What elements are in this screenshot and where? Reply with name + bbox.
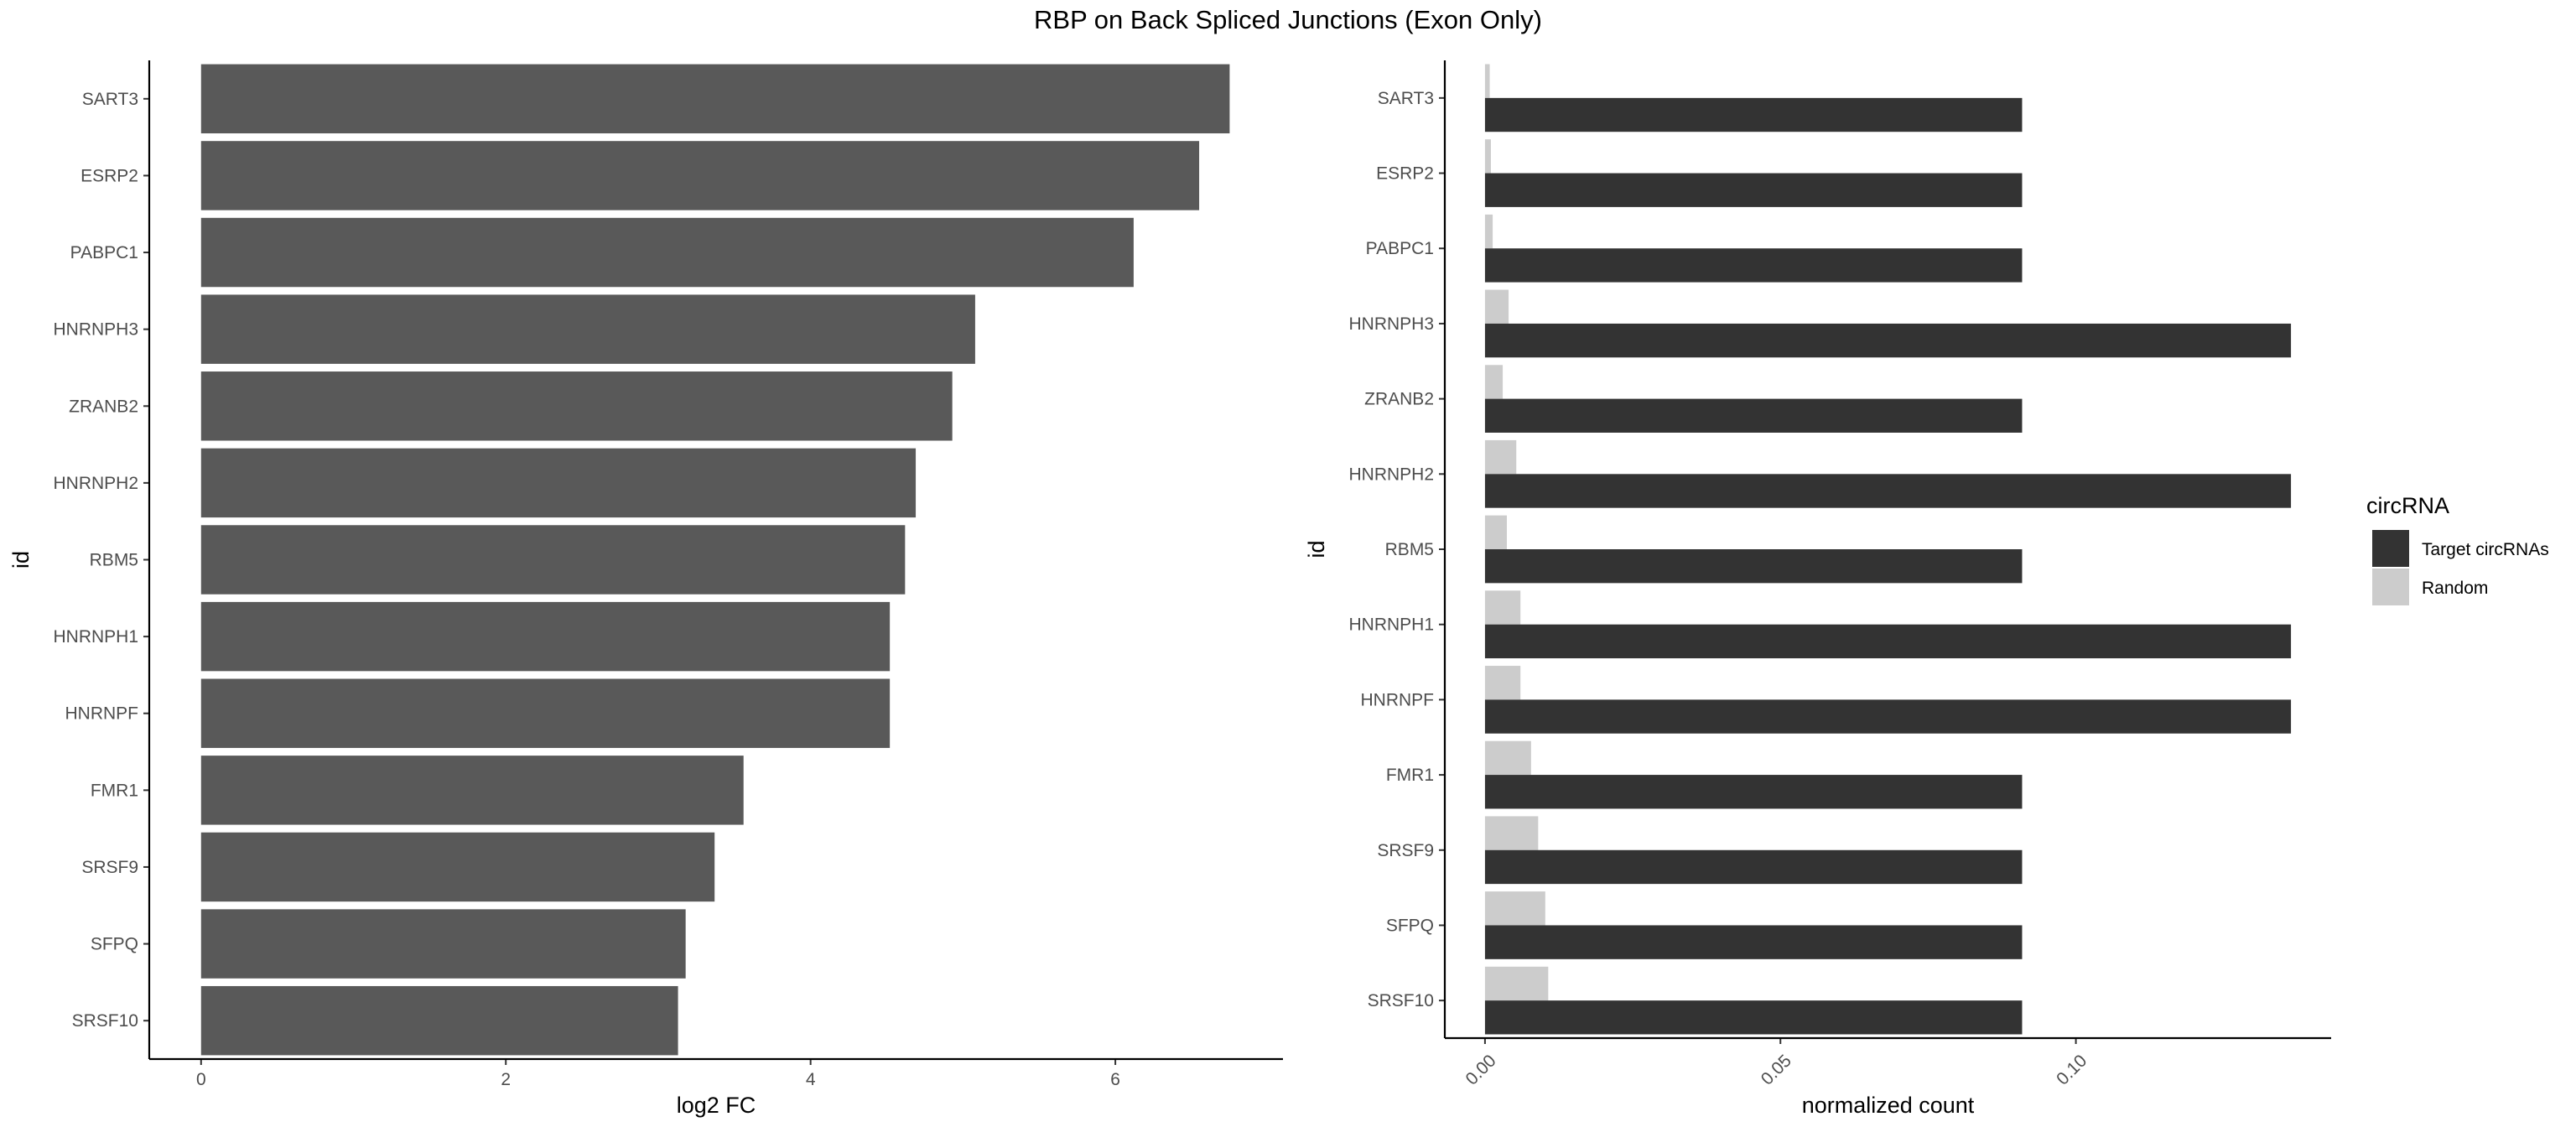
bar-random-srsf9 bbox=[1484, 816, 1539, 850]
left-x-tick-label: 6 bbox=[1110, 1070, 1120, 1089]
bar-target-fmr1 bbox=[1484, 775, 2023, 809]
bar-random-hnrnpf bbox=[1484, 666, 1521, 700]
right-y-tick-label: ZRANB2 bbox=[1364, 390, 1434, 409]
bar-sart3 bbox=[200, 64, 1230, 134]
bar-target-hnrnpf bbox=[1484, 699, 2292, 734]
left-y-tick-label: SFPQ bbox=[91, 935, 138, 954]
bar-random-rbm5 bbox=[1484, 515, 1507, 549]
bar-target-srsf10 bbox=[1484, 1000, 2023, 1035]
right-y-tick-label: RBM5 bbox=[1385, 540, 1434, 559]
bar-target-hnrnph1 bbox=[1484, 624, 2292, 659]
legend-label-target-circrnas: Target circRNAs bbox=[2422, 540, 2549, 559]
bar-random-hnrnph2 bbox=[1484, 439, 1517, 475]
right-panel: SART3 ESRP2 PABPC1 HNRNPH3 ZRANB2 HNRNPH2 RBM5… bbox=[1304, 60, 2331, 1118]
right-y-tick-label: PABPC1 bbox=[1366, 239, 1434, 258]
right-y-tick-label: ESRP2 bbox=[1376, 164, 1434, 184]
right-x-ticks: 0.00 0.05 0.10 bbox=[1462, 1038, 2090, 1089]
bar-random-sart3 bbox=[1484, 64, 1490, 98]
left-y-tick-label: SART3 bbox=[82, 90, 138, 109]
right-y-tick-label: SFPQ bbox=[1386, 916, 1434, 935]
left-y-tick-label: RBM5 bbox=[90, 551, 138, 570]
left-y-tick-label: HNRNPH3 bbox=[53, 320, 138, 340]
legend: circRNA Target circRNAs Random bbox=[2366, 493, 2549, 605]
bar-random-pabpc1 bbox=[1484, 214, 1493, 249]
right-x-tick-label: 0.05 bbox=[1758, 1051, 1795, 1088]
right-bars bbox=[1484, 64, 2292, 1035]
right-x-tick-label: 0.00 bbox=[1462, 1051, 1499, 1088]
left-y-tick-label: ZRANB2 bbox=[69, 397, 138, 416]
right-y-tick-label: HNRNPH1 bbox=[1348, 615, 1434, 635]
right-y-tick-label: HNRNPF bbox=[1361, 690, 1435, 709]
right-y-tick-label: SART3 bbox=[1378, 89, 1434, 108]
bar-target-esrp2 bbox=[1484, 173, 2023, 207]
bar-hnrnph2 bbox=[200, 448, 917, 518]
right-y-tick-label: SRSF10 bbox=[1368, 991, 1434, 1010]
bar-random-srsf10 bbox=[1484, 966, 1549, 1001]
bar-esrp2 bbox=[200, 141, 1200, 210]
bar-target-rbm5 bbox=[1484, 549, 2023, 584]
right-x-axis-title: normalized count bbox=[1802, 1093, 1975, 1118]
left-y-tick-label: HNRNPH1 bbox=[53, 627, 138, 647]
left-panel: SART3 ESRP2 PABPC1 HNRNPH3 ZRANB2 HNRNPH2 RBM5… bbox=[8, 60, 1283, 1118]
right-y-tick-label: HNRNPH2 bbox=[1348, 465, 1434, 484]
legend-key-target-circrnas bbox=[2372, 530, 2409, 567]
right-x-tick-label: 0.10 bbox=[2053, 1051, 2090, 1088]
bar-random-esrp2 bbox=[1484, 139, 1491, 174]
bar-target-hnrnph2 bbox=[1484, 474, 2292, 508]
bar-random-zranb2 bbox=[1484, 365, 1504, 399]
bar-target-sart3 bbox=[1484, 97, 2023, 132]
left-x-axis-title: log2 FC bbox=[677, 1093, 756, 1118]
left-y-tick-label: HNRNPH2 bbox=[53, 474, 138, 493]
left-y-ticks: SART3 ESRP2 PABPC1 HNRNPH3 ZRANB2 HNRNPH2 RBM5… bbox=[53, 90, 149, 1031]
left-y-axis-title: id bbox=[8, 551, 34, 569]
bar-target-pabpc1 bbox=[1484, 248, 2023, 283]
left-y-tick-label: HNRNPF bbox=[65, 704, 139, 724]
right-y-tick-label: HNRNPH3 bbox=[1348, 314, 1434, 334]
legend-key-random bbox=[2372, 569, 2409, 605]
left-x-tick-label: 0 bbox=[196, 1070, 206, 1089]
bar-random-sfpq bbox=[1484, 891, 1545, 926]
bar-fmr1 bbox=[200, 756, 744, 825]
bar-target-hnrnph3 bbox=[1484, 323, 2292, 358]
left-x-ticks: 0 2 4 6 bbox=[196, 1059, 1120, 1089]
bar-hnrnpf bbox=[200, 678, 891, 748]
right-y-tick-label: FMR1 bbox=[1386, 766, 1434, 785]
bar-hnrnph1 bbox=[200, 601, 891, 672]
left-y-tick-label: SRSF10 bbox=[72, 1011, 138, 1031]
bar-rbm5 bbox=[200, 525, 906, 595]
bar-target-srsf9 bbox=[1484, 849, 2023, 885]
bar-srsf10 bbox=[200, 985, 678, 1056]
plot-title: RBP on Back Spliced Junctions (Exon Only… bbox=[1034, 5, 1542, 34]
right-y-ticks: SART3 ESRP2 PABPC1 HNRNPH3 ZRANB2 HNRNPH2 RBM5… bbox=[1348, 89, 1445, 1010]
left-y-tick-label: FMR1 bbox=[91, 781, 138, 800]
legend-label-random: Random bbox=[2422, 579, 2488, 598]
bar-random-hnrnph1 bbox=[1484, 590, 1521, 625]
bar-random-hnrnph3 bbox=[1484, 289, 1509, 324]
left-y-tick-label: SRSF9 bbox=[81, 858, 138, 877]
bar-target-zranb2 bbox=[1484, 398, 2023, 433]
right-y-tick-label: SRSF9 bbox=[1377, 841, 1434, 860]
left-x-tick-label: 4 bbox=[806, 1070, 816, 1089]
right-y-axis-title: id bbox=[1304, 540, 1329, 558]
bar-pabpc1 bbox=[200, 217, 1134, 288]
bar-zranb2 bbox=[200, 371, 953, 441]
bar-sfpq bbox=[200, 909, 686, 979]
left-bars bbox=[200, 64, 1230, 1056]
bar-target-sfpq bbox=[1484, 925, 2023, 959]
left-x-tick-label: 2 bbox=[501, 1070, 511, 1089]
left-y-tick-label: PABPC1 bbox=[70, 243, 138, 262]
bar-random-fmr1 bbox=[1484, 740, 1531, 776]
bar-hnrnph3 bbox=[200, 294, 975, 364]
bar-srsf9 bbox=[200, 832, 715, 902]
legend-title: circRNA bbox=[2366, 493, 2449, 518]
left-y-tick-label: ESRP2 bbox=[80, 166, 138, 185]
